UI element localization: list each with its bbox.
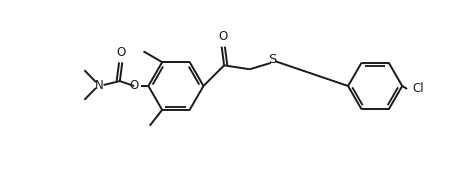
Text: Cl: Cl bbox=[411, 82, 423, 95]
Text: S: S bbox=[268, 53, 276, 66]
Text: O: O bbox=[116, 46, 125, 59]
Text: O: O bbox=[129, 79, 138, 93]
Text: N: N bbox=[94, 78, 103, 92]
Text: O: O bbox=[218, 30, 227, 43]
